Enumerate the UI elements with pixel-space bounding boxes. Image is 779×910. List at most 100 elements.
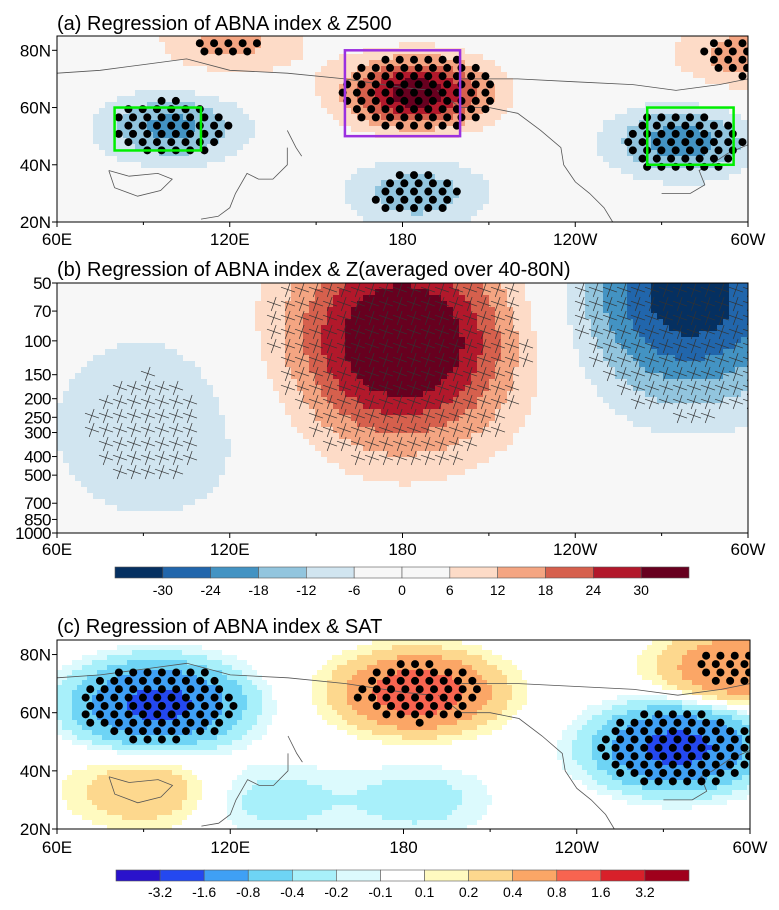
field-cell bbox=[363, 120, 370, 127]
field-cell bbox=[57, 463, 64, 470]
significance-dot bbox=[200, 129, 209, 138]
field-cell bbox=[477, 126, 484, 133]
field-cell bbox=[699, 54, 706, 61]
field-cell bbox=[435, 84, 442, 91]
significance-dot bbox=[709, 55, 718, 64]
field-cell bbox=[735, 72, 742, 79]
field-cell bbox=[723, 174, 730, 181]
field-cell bbox=[519, 132, 526, 139]
field-cell bbox=[567, 204, 574, 211]
field-cell bbox=[147, 319, 154, 326]
field-cell bbox=[501, 162, 508, 169]
field-cell bbox=[267, 168, 274, 175]
field-cell bbox=[249, 174, 256, 181]
field-cell bbox=[585, 138, 592, 145]
field-cell bbox=[603, 120, 610, 127]
field-cell bbox=[513, 90, 520, 97]
field-cell bbox=[573, 156, 580, 163]
field-cell bbox=[129, 289, 136, 296]
field-cell bbox=[525, 186, 532, 193]
field-cell bbox=[525, 84, 532, 91]
field-cell bbox=[75, 457, 82, 464]
field-cell bbox=[543, 216, 550, 222]
field-cell bbox=[69, 168, 76, 175]
field-cell bbox=[339, 180, 346, 187]
field-cell bbox=[309, 114, 316, 121]
field-cell bbox=[129, 174, 136, 181]
field-cell bbox=[243, 90, 250, 97]
field-cell bbox=[75, 150, 82, 157]
field-cell bbox=[123, 168, 130, 175]
field-cell bbox=[573, 84, 580, 91]
field-cell bbox=[483, 66, 490, 73]
field-cell bbox=[333, 66, 340, 73]
field-cell bbox=[255, 204, 262, 211]
field-cell bbox=[165, 66, 172, 73]
field-cell bbox=[363, 198, 370, 205]
field-cell bbox=[57, 295, 64, 302]
field-cell bbox=[471, 54, 478, 61]
field-cell bbox=[339, 54, 346, 61]
field-cell bbox=[171, 415, 178, 422]
field-cell bbox=[705, 126, 712, 133]
field-cell bbox=[213, 487, 220, 494]
field-cell bbox=[567, 36, 574, 43]
field-cell bbox=[645, 210, 652, 217]
field-cell bbox=[207, 210, 214, 217]
field-cell bbox=[723, 192, 730, 199]
field-cell bbox=[669, 66, 676, 73]
field-cell bbox=[597, 54, 604, 61]
field-cell bbox=[591, 66, 598, 73]
field-cell bbox=[183, 385, 190, 392]
field-cell bbox=[333, 132, 340, 139]
field-cell bbox=[705, 186, 712, 193]
field-cell bbox=[99, 108, 106, 115]
field-cell bbox=[201, 204, 208, 211]
field-cell bbox=[561, 114, 568, 121]
field-cell bbox=[465, 198, 472, 205]
field-cell bbox=[99, 409, 106, 416]
field-cell bbox=[687, 54, 694, 61]
field-cell bbox=[117, 373, 124, 380]
field-cell bbox=[117, 301, 124, 308]
field-cell bbox=[627, 72, 634, 79]
field-cell bbox=[141, 102, 148, 109]
field-cell bbox=[603, 138, 610, 145]
field-cell bbox=[615, 36, 622, 43]
field-cell bbox=[171, 162, 178, 169]
field-cell bbox=[243, 198, 250, 205]
field-cell bbox=[333, 42, 340, 49]
field-cell bbox=[189, 138, 196, 145]
field-cell bbox=[195, 409, 202, 416]
field-cell bbox=[69, 210, 76, 217]
field-cell bbox=[603, 108, 610, 115]
field-cell bbox=[189, 307, 196, 314]
field-cell bbox=[111, 42, 118, 49]
field-cell bbox=[207, 379, 214, 386]
field-cell bbox=[141, 204, 148, 211]
field-cell bbox=[75, 373, 82, 380]
field-cell bbox=[123, 156, 130, 163]
field-cell bbox=[105, 78, 112, 85]
field-cell bbox=[519, 78, 526, 85]
field-cell bbox=[699, 102, 706, 109]
field-cell bbox=[291, 120, 298, 127]
field-cell bbox=[93, 481, 100, 488]
field-cell bbox=[123, 42, 130, 49]
field-cell bbox=[549, 186, 556, 193]
field-cell bbox=[69, 517, 76, 524]
field-cell bbox=[123, 529, 130, 533]
field-cell bbox=[525, 156, 532, 163]
field-cell bbox=[321, 126, 328, 133]
field-cell bbox=[183, 54, 190, 61]
field-cell bbox=[573, 180, 580, 187]
field-cell bbox=[123, 343, 130, 350]
field-cell bbox=[381, 198, 388, 205]
x-tick-label: 120E bbox=[210, 230, 250, 249]
field-cell bbox=[201, 192, 208, 199]
field-cell bbox=[645, 78, 652, 85]
field-cell bbox=[195, 150, 202, 157]
field-cell bbox=[153, 174, 160, 181]
field-cell bbox=[705, 150, 712, 157]
field-cell bbox=[459, 192, 466, 199]
